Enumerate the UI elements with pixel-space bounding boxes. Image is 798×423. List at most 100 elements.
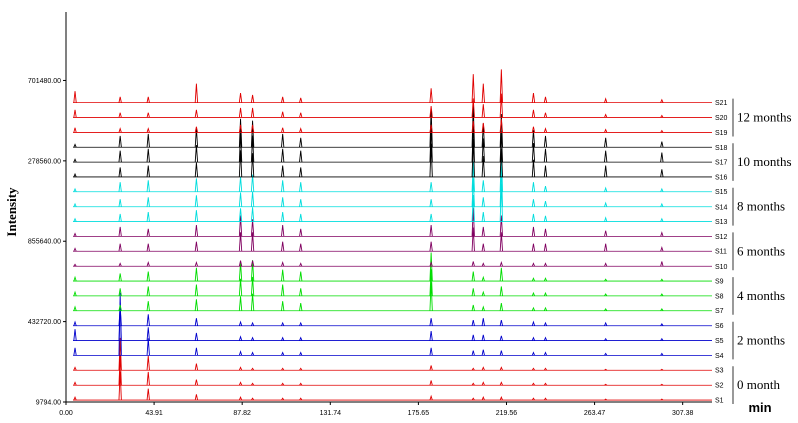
peak <box>194 332 199 341</box>
peak <box>73 143 77 148</box>
peak <box>146 148 150 163</box>
peak <box>146 212 150 222</box>
peak <box>660 293 664 297</box>
peak <box>146 243 150 252</box>
peak <box>429 88 433 103</box>
peak <box>73 305 77 311</box>
series-label: S15 <box>715 189 728 196</box>
peak <box>499 396 503 401</box>
peak <box>531 397 536 401</box>
peak <box>194 83 199 103</box>
peak <box>238 118 243 148</box>
peak <box>299 397 303 401</box>
peak <box>299 321 303 326</box>
peak <box>429 124 433 133</box>
peak <box>238 335 243 341</box>
peak <box>531 320 536 326</box>
peak <box>429 331 433 341</box>
peak <box>146 314 150 326</box>
peak <box>118 96 122 103</box>
peak <box>481 290 485 297</box>
peak <box>73 396 77 401</box>
peak <box>118 262 122 267</box>
peak <box>429 318 433 326</box>
y-tick-label: 855640.00 <box>28 239 61 246</box>
peak <box>73 320 77 326</box>
peak <box>250 153 255 177</box>
y-tick-label: 9794.00 <box>36 400 61 407</box>
peak <box>194 260 199 267</box>
series-label: S10 <box>715 264 728 271</box>
peak <box>73 381 77 386</box>
y-tick-label: 432720.00 <box>28 319 61 326</box>
series-label: S4 <box>715 353 724 360</box>
peak <box>429 260 433 267</box>
peak <box>281 260 285 267</box>
peak <box>531 143 536 163</box>
peak <box>238 124 243 133</box>
peak <box>73 275 77 282</box>
peak <box>604 201 608 207</box>
peak <box>281 336 285 341</box>
peak <box>250 276 255 296</box>
peak <box>299 213 303 222</box>
peak <box>118 371 122 401</box>
peak <box>281 127 285 133</box>
peak <box>146 228 150 237</box>
group-label: 8 months <box>737 199 785 214</box>
peak <box>481 226 485 237</box>
peak <box>499 366 503 371</box>
peak <box>531 306 536 311</box>
series-label: S2 <box>715 383 724 390</box>
peak <box>604 165 608 177</box>
peak <box>194 195 199 207</box>
peak <box>499 183 503 222</box>
peak <box>481 381 485 386</box>
peak <box>660 169 664 177</box>
peak <box>146 96 150 103</box>
peak <box>250 351 255 356</box>
peak <box>299 167 303 177</box>
peak <box>531 226 536 237</box>
peak <box>471 138 475 177</box>
peak <box>660 323 664 326</box>
y-tick-label: 701480.00 <box>28 78 61 85</box>
peak <box>429 224 433 237</box>
series-label: S19 <box>715 130 728 137</box>
peak <box>281 148 285 163</box>
peak <box>299 228 303 237</box>
peak <box>660 337 664 341</box>
peak <box>604 230 608 237</box>
peak <box>604 293 608 297</box>
peak <box>118 226 122 237</box>
group-label: 10 months <box>737 154 792 169</box>
series-label: S9 <box>715 279 724 286</box>
peak <box>146 180 150 192</box>
peak <box>118 302 122 341</box>
series-label: S12 <box>715 234 728 241</box>
peak <box>499 232 503 252</box>
peak <box>543 306 548 311</box>
peak <box>299 382 303 386</box>
peak <box>471 334 475 341</box>
group-label: 4 months <box>737 288 785 303</box>
peak <box>299 137 303 148</box>
peak <box>299 112 303 118</box>
peak <box>471 397 475 401</box>
peak <box>499 260 503 267</box>
peak <box>194 267 199 282</box>
series-label: S3 <box>715 368 724 375</box>
peak <box>281 165 285 177</box>
peak <box>118 112 122 118</box>
group-label: 6 months <box>737 243 785 258</box>
x-tick-label: 131.74 <box>320 410 342 417</box>
peak <box>531 93 536 103</box>
series-label: S14 <box>715 204 728 211</box>
peak <box>531 243 536 252</box>
peak <box>250 94 255 103</box>
peak <box>238 278 243 296</box>
peak <box>281 241 285 252</box>
peak <box>543 336 548 341</box>
peak <box>499 319 503 326</box>
